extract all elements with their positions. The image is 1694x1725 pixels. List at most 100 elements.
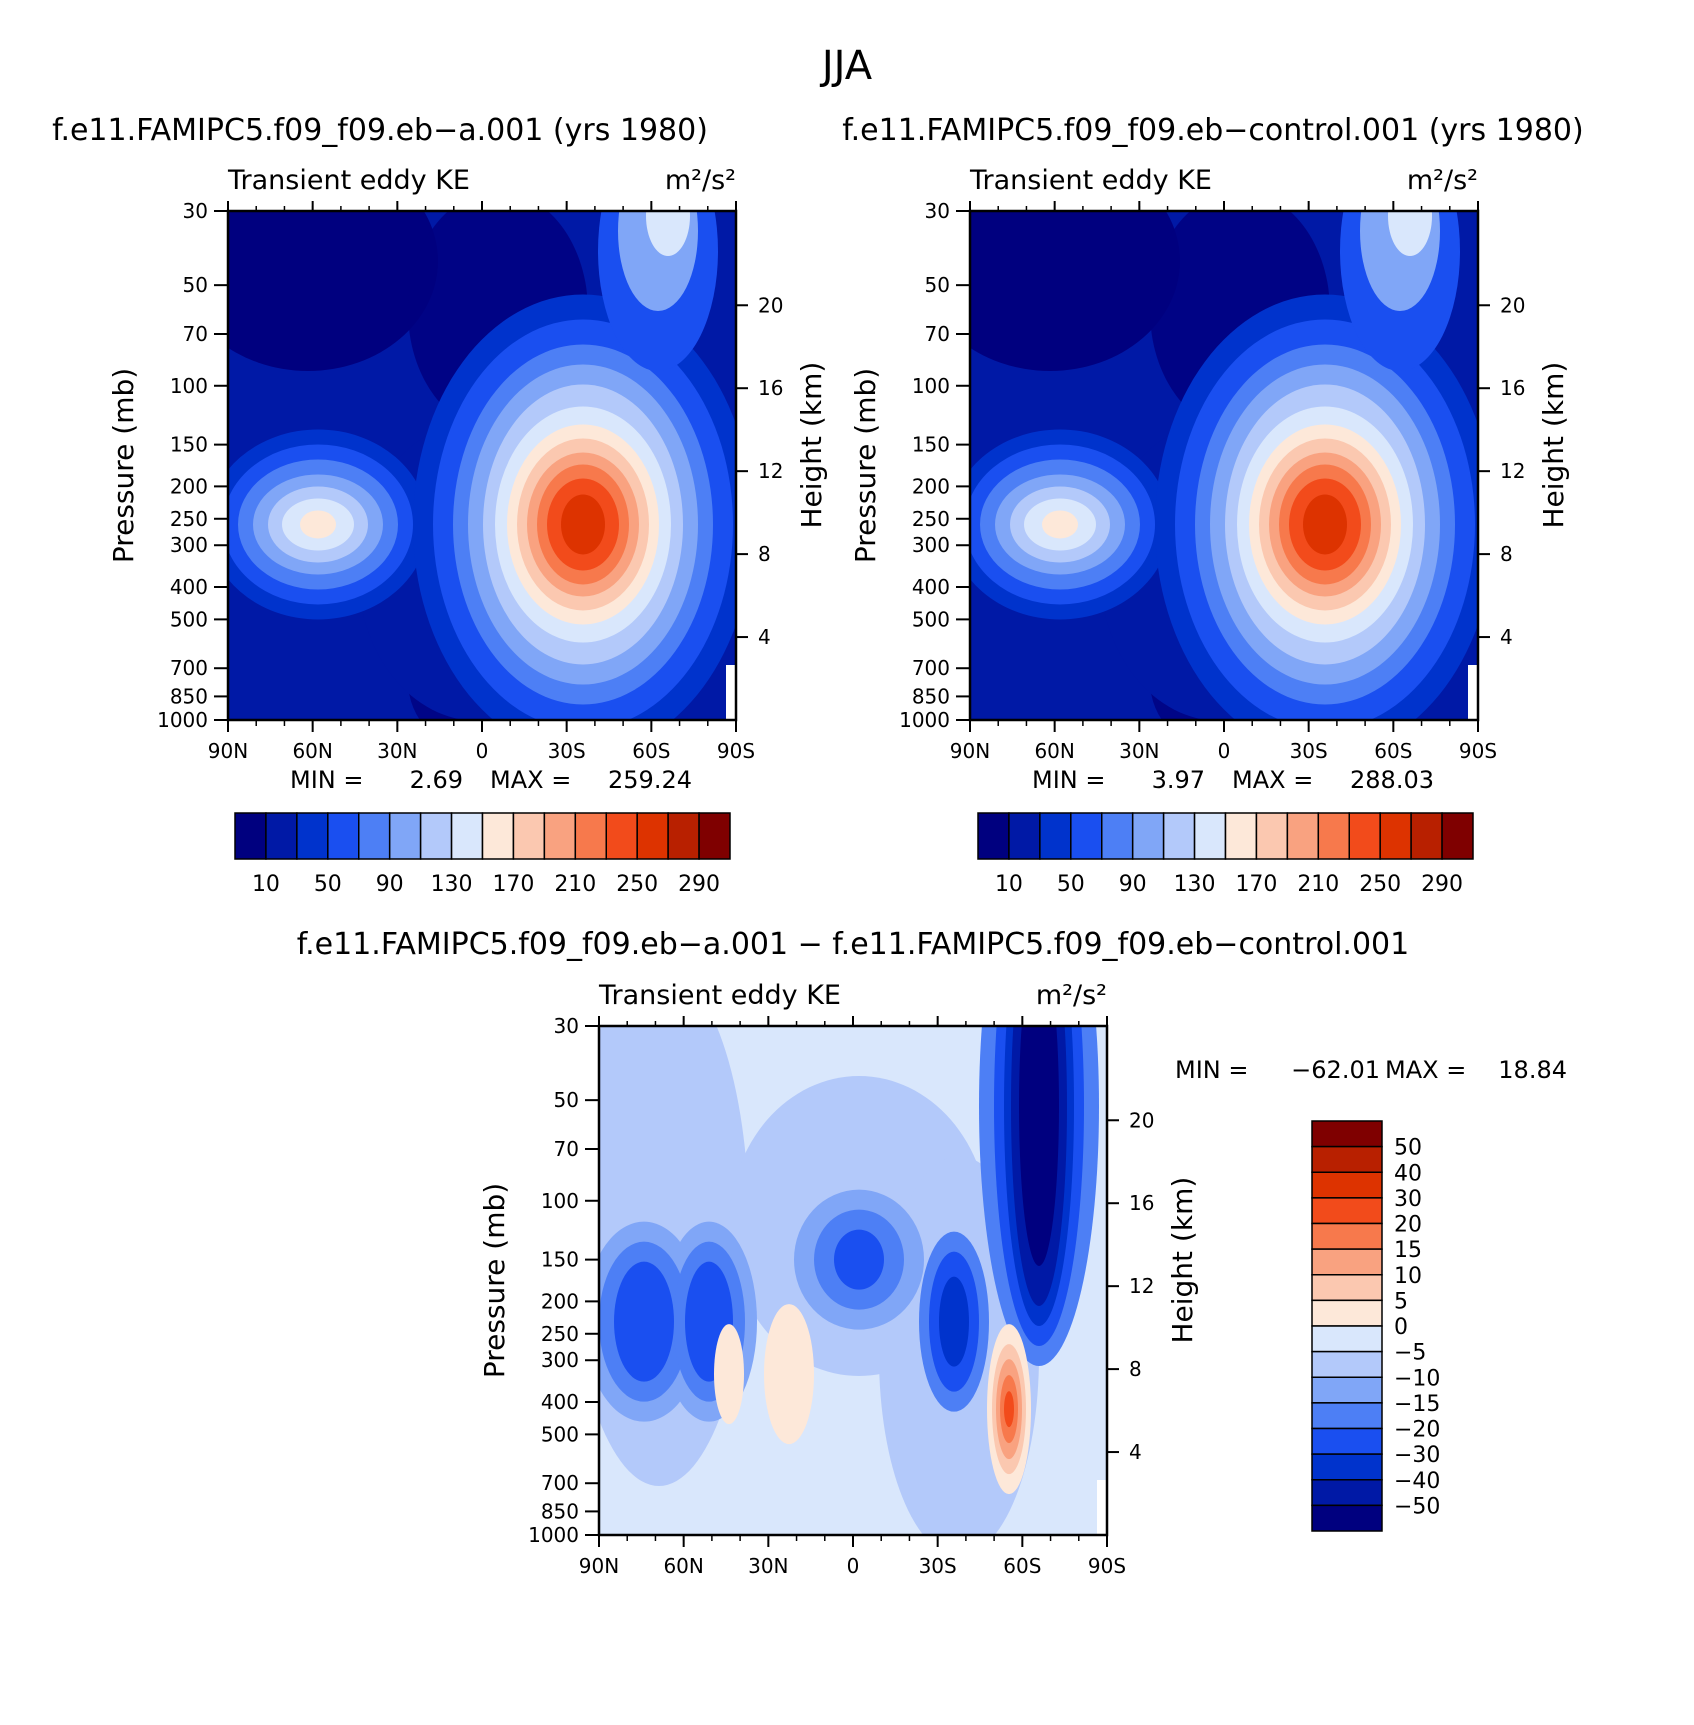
- colorbar-box: [1311, 1274, 1383, 1302]
- y-tick-label: 400: [170, 575, 208, 599]
- x-tick-label: 90N: [950, 739, 990, 763]
- colorbar-label: 15: [1394, 1238, 1422, 1263]
- colorbar-label: 90: [1119, 872, 1147, 897]
- y2-tick-label: 20: [1500, 293, 1525, 317]
- y-tick-label: 70: [925, 322, 950, 346]
- y-tick-label: 500: [170, 607, 208, 631]
- colorbar-box: [1311, 1402, 1383, 1430]
- colorbar-box: [1131, 812, 1165, 860]
- x-tick-label: 60S: [1374, 739, 1412, 763]
- panel-title: f.e11.FAMIPC5.f09_f09.eb−a.001 (yrs 1980…: [52, 113, 708, 148]
- y-tick-label: 500: [912, 607, 950, 631]
- colorbar-label: 90: [376, 872, 404, 897]
- colorbar-box: [698, 812, 731, 860]
- colorbar-label: 50: [314, 872, 342, 897]
- colorbar-box: [977, 812, 1010, 860]
- x-tick-label: 30N: [377, 739, 417, 763]
- y-tick-label: 30: [183, 199, 208, 223]
- colorbar: 10 50 90 130 170 210 250 290: [234, 812, 731, 897]
- y-tick-label: 30: [554, 1014, 579, 1038]
- y-tick-label: 1000: [157, 708, 208, 732]
- colorbar-label: 210: [1297, 872, 1339, 897]
- colorbar-label: −10: [1394, 1366, 1440, 1391]
- colorbar-label: 130: [1174, 872, 1216, 897]
- y-tick-label: 150: [170, 433, 208, 457]
- y2-tick-label: 12: [1500, 459, 1525, 483]
- colorbar-label: −5: [1394, 1341, 1426, 1366]
- colorbar-label: 50: [1394, 1136, 1422, 1161]
- x-tick-label: 90N: [579, 1554, 619, 1578]
- colorbar-label: 250: [1359, 872, 1401, 897]
- y-tick-label: 250: [541, 1322, 579, 1346]
- topography-mask: [1468, 665, 1478, 720]
- panel-control: f.e11.FAMIPC5.f09_f09.eb−control.001 (yr…: [842, 113, 1583, 897]
- y-tick-label: 150: [541, 1248, 579, 1272]
- x-tick-label: 30S: [1290, 739, 1328, 763]
- colorbar-label: 250: [616, 872, 658, 897]
- colorbar-label: 40: [1394, 1161, 1422, 1186]
- colorbar-box: [1348, 812, 1381, 860]
- contour-field: [970, 211, 1478, 720]
- x-tick-label: 30S: [548, 739, 586, 763]
- y-axis-label: Pressure (mb): [107, 368, 140, 563]
- y2-axis-label: Height (km): [1537, 362, 1570, 529]
- x-tick-label: 0: [847, 1554, 860, 1578]
- x-tick-label: 30N: [748, 1554, 788, 1578]
- y-tick-label: 700: [912, 656, 950, 680]
- y2-axis-label: Height (km): [1166, 1177, 1199, 1344]
- positive-contour: [764, 1304, 814, 1445]
- colorbar-label: 10: [1394, 1264, 1422, 1289]
- y-tick-label: 400: [541, 1390, 579, 1414]
- units-label: m²/s²: [1407, 165, 1478, 196]
- y-tick-label: 200: [912, 474, 950, 498]
- colorbar-label: −15: [1394, 1392, 1440, 1417]
- min-label: MIN =: [1032, 766, 1105, 794]
- x-tick-label: 0: [476, 739, 489, 763]
- colorbar-box: [1311, 1479, 1383, 1507]
- y2-tick-label: 20: [758, 293, 783, 317]
- x-tick-label: 30S: [919, 1554, 957, 1578]
- colorbar-box: [481, 812, 515, 860]
- colorbar-box: [1311, 1120, 1383, 1148]
- y2-tick-label: 4: [1500, 625, 1513, 649]
- x-tick-label: 60S: [1003, 1554, 1041, 1578]
- colorbar-box: [1311, 1350, 1383, 1378]
- nh-jet-contour: [1042, 510, 1078, 539]
- max-label: MAX =: [490, 766, 571, 794]
- min-value: 2.69: [410, 766, 463, 794]
- max-label: MAX =: [1232, 766, 1313, 794]
- colorbar-box: [1039, 812, 1072, 860]
- x-tick-label: 0: [1218, 739, 1231, 763]
- colorbar-box: [1286, 812, 1320, 860]
- y-tick-label: 850: [541, 1499, 579, 1523]
- y2-tick-label: 8: [1129, 1357, 1142, 1381]
- y-tick-label: 1000: [528, 1523, 579, 1547]
- figure-title: JJA: [819, 43, 873, 89]
- y-tick-label: 300: [912, 533, 950, 557]
- max-value: 259.24: [608, 766, 692, 794]
- colorbar-box: [1162, 812, 1196, 860]
- field-region: [646, 211, 690, 256]
- colorbar-box: [512, 812, 546, 860]
- y-tick-label: 150: [912, 433, 950, 457]
- y-tick-label: 250: [170, 507, 208, 531]
- colorbar-label: 290: [678, 872, 720, 897]
- colorbar-label: 130: [431, 872, 473, 897]
- y-tick-label: 300: [541, 1348, 579, 1372]
- y-tick-label: 200: [541, 1289, 579, 1313]
- negative-contour: [614, 1261, 674, 1382]
- y2-tick-label: 4: [758, 625, 771, 649]
- colorbar-box: [1193, 812, 1227, 860]
- panel-title: f.e11.FAMIPC5.f09_f09.eb−a.001 − f.e11.F…: [297, 927, 1409, 962]
- colorbar-box: [1311, 1325, 1383, 1353]
- colorbar-label: −50: [1394, 1494, 1440, 1519]
- colorbar-box: [1311, 1376, 1383, 1404]
- colorbar-label: 50: [1057, 872, 1085, 897]
- colorbar-box: [574, 812, 607, 860]
- colorbar-box: [1311, 1299, 1383, 1327]
- y-tick-label: 50: [554, 1088, 579, 1112]
- field-region: [1044, 1384, 1094, 1485]
- topography-mask: [1097, 1480, 1107, 1535]
- colorbar-box: [450, 812, 484, 860]
